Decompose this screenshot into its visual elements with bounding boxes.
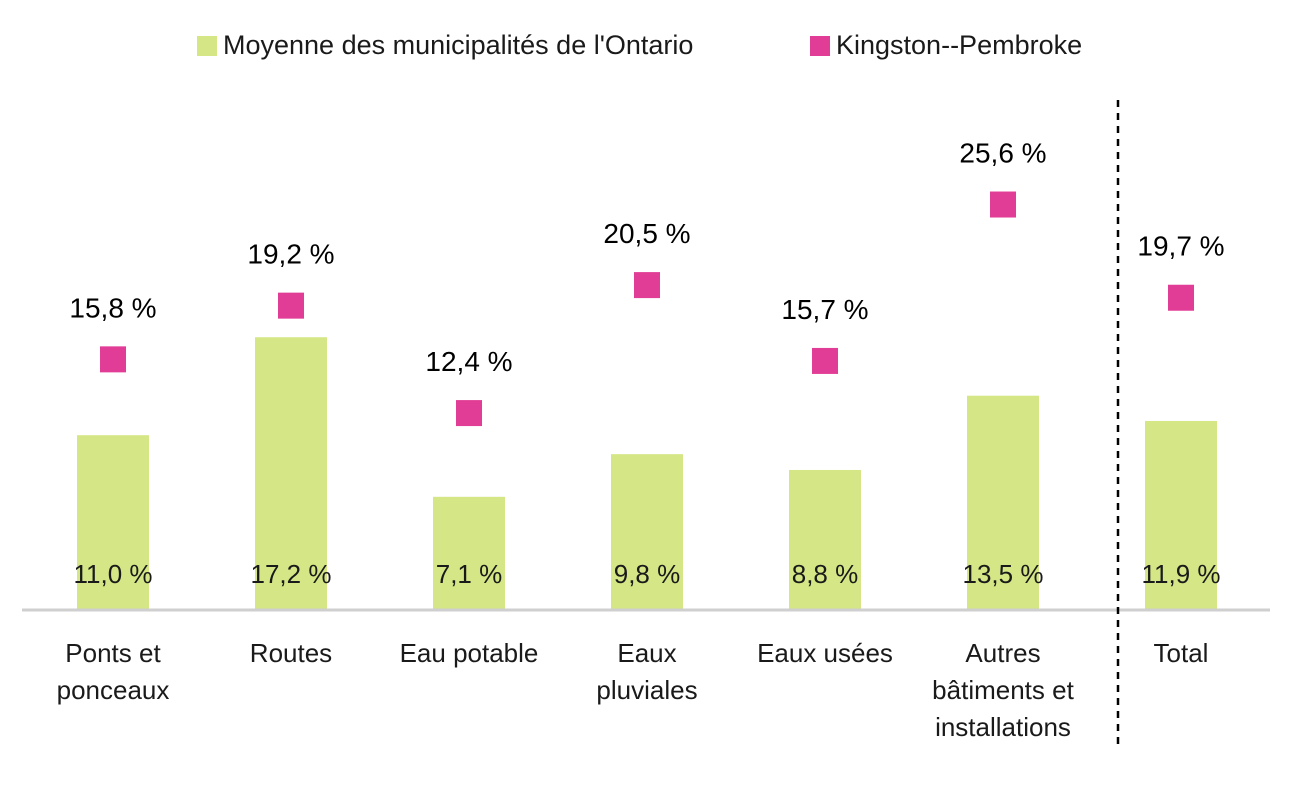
marker-4 [634, 272, 660, 299]
category-label-line: Autres [965, 638, 1040, 668]
marker-value-label-2: 19,2 % [247, 239, 334, 270]
marker-value-label-5: 15,7 % [781, 294, 868, 325]
category-label-line: Total [1154, 638, 1209, 668]
bar-5 [789, 469, 861, 609]
legend-item-ontario: Moyenne des municipalités de l'Ontario [197, 30, 693, 61]
marker-value-label-7: 19,7 % [1137, 231, 1224, 262]
category-label-7: Total [1154, 638, 1209, 668]
category-label-6: Autres bâtiments et installations [932, 638, 1074, 742]
marker-7 [1168, 284, 1194, 311]
category-label-5: Eaux usées [757, 638, 893, 668]
category-label-1: Ponts et ponceaux [57, 638, 170, 705]
marker-value-label-6: 25,6 % [959, 138, 1046, 169]
marker-6 [990, 191, 1016, 218]
bar-value-label-1: 11,0 % [73, 559, 152, 589]
bar-3 [433, 496, 505, 609]
category-label-2: Routes [250, 638, 332, 668]
bar-value-label-2: 17,2 % [251, 559, 332, 589]
category-label-line: Eau potable [400, 638, 539, 668]
marker-5 [812, 347, 838, 374]
legend-label-kingston: Kingston--Pembroke [836, 30, 1083, 60]
marker-2 [278, 292, 304, 319]
bar-1 [77, 435, 149, 609]
bar-value-label-7: 11,9 % [1141, 559, 1220, 589]
category-label-line: Eaux [617, 638, 676, 668]
category-label-line: ponceaux [57, 675, 170, 705]
bar-7 [1145, 420, 1217, 609]
bar-value-label-6: 13,5 % [963, 559, 1044, 589]
bar-4 [611, 454, 683, 609]
marker-1 [100, 346, 126, 373]
legend: Moyenne des municipalités de l'Ontario K… [0, 30, 1290, 70]
category-label-line: installations [935, 712, 1071, 742]
category-label-line: bâtiments et [932, 675, 1074, 705]
legend-item-kingston: Kingston--Pembroke [810, 30, 1082, 61]
bar-value-label-3: 7,1 % [436, 559, 503, 589]
marker-value-label-3: 12,4 % [425, 346, 512, 377]
bar-value-label-5: 8,8 % [792, 559, 859, 589]
category-label-line: pluviales [596, 675, 697, 705]
legend-swatch-ontario [197, 35, 217, 56]
category-label-line: Eaux usées [757, 638, 893, 668]
marker-value-label-1: 15,8 % [69, 292, 156, 323]
bar-value-label-4: 9,8 % [614, 559, 681, 589]
category-label-4: Eaux pluviales [596, 638, 697, 705]
category-label-3: Eau potable [400, 638, 539, 668]
bar-6 [967, 395, 1039, 609]
marker-3 [456, 400, 482, 427]
marker-value-label-4: 20,5 % [603, 218, 690, 249]
category-label-line: Ponts et [65, 638, 161, 668]
legend-swatch-kingston [810, 35, 830, 56]
category-label-line: Routes [250, 638, 332, 668]
legend-label-ontario: Moyenne des municipalités de l'Ontario [223, 30, 694, 60]
bar-2 [255, 337, 327, 609]
